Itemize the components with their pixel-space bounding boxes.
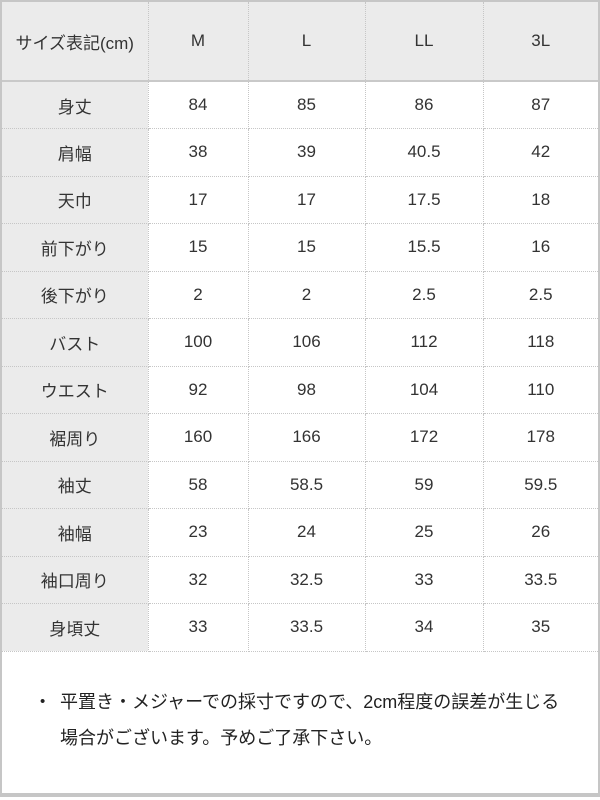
size-value-cell: 32.5 <box>247 555 366 604</box>
row-label: 身頃丈 <box>2 603 149 652</box>
table-row: 肩幅 38 39 40.5 42 <box>2 128 598 177</box>
size-value-cell: 106 <box>247 318 366 367</box>
size-value-cell: 17.5 <box>364 175 484 224</box>
size-value-cell: 86 <box>364 80 484 129</box>
size-value-cell: 33.5 <box>482 555 598 604</box>
size-value-cell: 85 <box>247 80 366 129</box>
size-value-cell: 110 <box>482 365 598 414</box>
size-value-cell: 16 <box>482 223 598 272</box>
size-value-cell: 18 <box>482 175 598 224</box>
row-label: 前下がり <box>2 223 149 272</box>
size-value-cell: 23 <box>147 508 249 557</box>
row-label: 袖丈 <box>2 460 149 509</box>
size-value-cell: 84 <box>147 80 249 129</box>
row-label: 袖幅 <box>2 508 149 557</box>
size-value-cell: 24 <box>247 508 366 557</box>
row-label: 天巾 <box>2 175 149 224</box>
table-row: 天巾 17 17 17.5 18 <box>2 175 598 224</box>
table-title-cell: サイズ表記(cm) <box>2 2 149 82</box>
column-header: LL <box>364 2 484 82</box>
size-value-cell: 2 <box>147 270 249 319</box>
size-table-head-row: サイズ表記(cm) M L LL 3L <box>2 2 598 82</box>
size-value-cell: 17 <box>247 175 366 224</box>
size-value-cell: 2.5 <box>364 270 484 319</box>
table-row: 身丈 84 85 86 87 <box>2 80 598 129</box>
size-value-cell: 40.5 <box>364 128 484 177</box>
row-label: 肩幅 <box>2 128 149 177</box>
size-value-cell: 100 <box>147 318 249 367</box>
size-value-cell: 15 <box>247 223 366 272</box>
table-row: 袖幅 23 24 25 26 <box>2 508 598 557</box>
size-value-cell: 15 <box>147 223 249 272</box>
row-label: ウエスト <box>2 365 149 414</box>
table-row: 前下がり 15 15 15.5 16 <box>2 223 598 272</box>
size-value-cell: 58 <box>147 460 249 509</box>
column-header: M <box>147 2 249 82</box>
size-table-body: 身丈 84 85 86 87 肩幅 38 39 40.5 42 天巾 17 17 17.5 18 前下がり 15… <box>2 80 598 652</box>
table-row: ウエスト 92 98 104 110 <box>2 365 598 414</box>
size-value-cell: 35 <box>482 603 598 652</box>
measurement-note: • 平置き・メジャーでの採寸ですので、2cm程度の誤差が生じる 場合がございます。… <box>2 652 598 756</box>
size-value-cell: 172 <box>364 413 484 462</box>
table-row: バスト 100 106 112 118 <box>2 318 598 367</box>
size-value-cell: 92 <box>147 365 249 414</box>
size-value-cell: 59.5 <box>482 460 598 509</box>
size-value-cell: 112 <box>364 318 484 367</box>
size-value-cell: 38 <box>147 128 249 177</box>
size-value-cell: 34 <box>364 603 484 652</box>
row-label: 袖口周り <box>2 555 149 604</box>
size-value-cell: 26 <box>482 508 598 557</box>
size-value-cell: 98 <box>247 365 366 414</box>
size-value-cell: 15.5 <box>364 223 484 272</box>
size-value-cell: 59 <box>364 460 484 509</box>
row-label: 後下がり <box>2 270 149 319</box>
column-header: 3L <box>482 2 598 82</box>
bullet-icon: • <box>40 692 46 710</box>
row-label: 身丈 <box>2 80 149 129</box>
size-value-cell: 2 <box>247 270 366 319</box>
size-value-cell: 33 <box>364 555 484 604</box>
table-row: 後下がり 2 2 2.5 2.5 <box>2 270 598 319</box>
size-value-cell: 42 <box>482 128 598 177</box>
size-value-cell: 32 <box>147 555 249 604</box>
size-value-cell: 160 <box>147 413 249 462</box>
size-value-cell: 39 <box>247 128 366 177</box>
size-value-cell: 178 <box>482 413 598 462</box>
column-header: L <box>247 2 366 82</box>
size-value-cell: 17 <box>147 175 249 224</box>
table-row: 袖口周り 32 32.5 33 33.5 <box>2 555 598 604</box>
size-value-cell: 118 <box>482 318 598 367</box>
size-value-cell: 166 <box>247 413 366 462</box>
row-label: バスト <box>2 318 149 367</box>
size-value-cell: 33 <box>147 603 249 652</box>
size-value-cell: 25 <box>364 508 484 557</box>
note-text: 平置き・メジャーでの採寸ですので、2cm程度の誤差が生じる 場合がございます。予め… <box>60 691 560 748</box>
table-row: 袖丈 58 58.5 59 59.5 <box>2 460 598 509</box>
row-label: 裾周り <box>2 413 149 462</box>
size-value-cell: 87 <box>482 80 598 129</box>
table-row: 裾周り 160 166 172 178 <box>2 413 598 462</box>
size-table: サイズ表記(cm) M L LL 3L 身丈 84 85 86 87 肩幅 38 39 40.5 42 天巾… <box>2 2 598 652</box>
size-value-cell: 2.5 <box>482 270 598 319</box>
size-value-cell: 33.5 <box>247 603 366 652</box>
size-value-cell: 104 <box>364 365 484 414</box>
size-value-cell: 58.5 <box>247 460 366 509</box>
table-row: 身頃丈 33 33.5 34 35 <box>2 603 598 652</box>
